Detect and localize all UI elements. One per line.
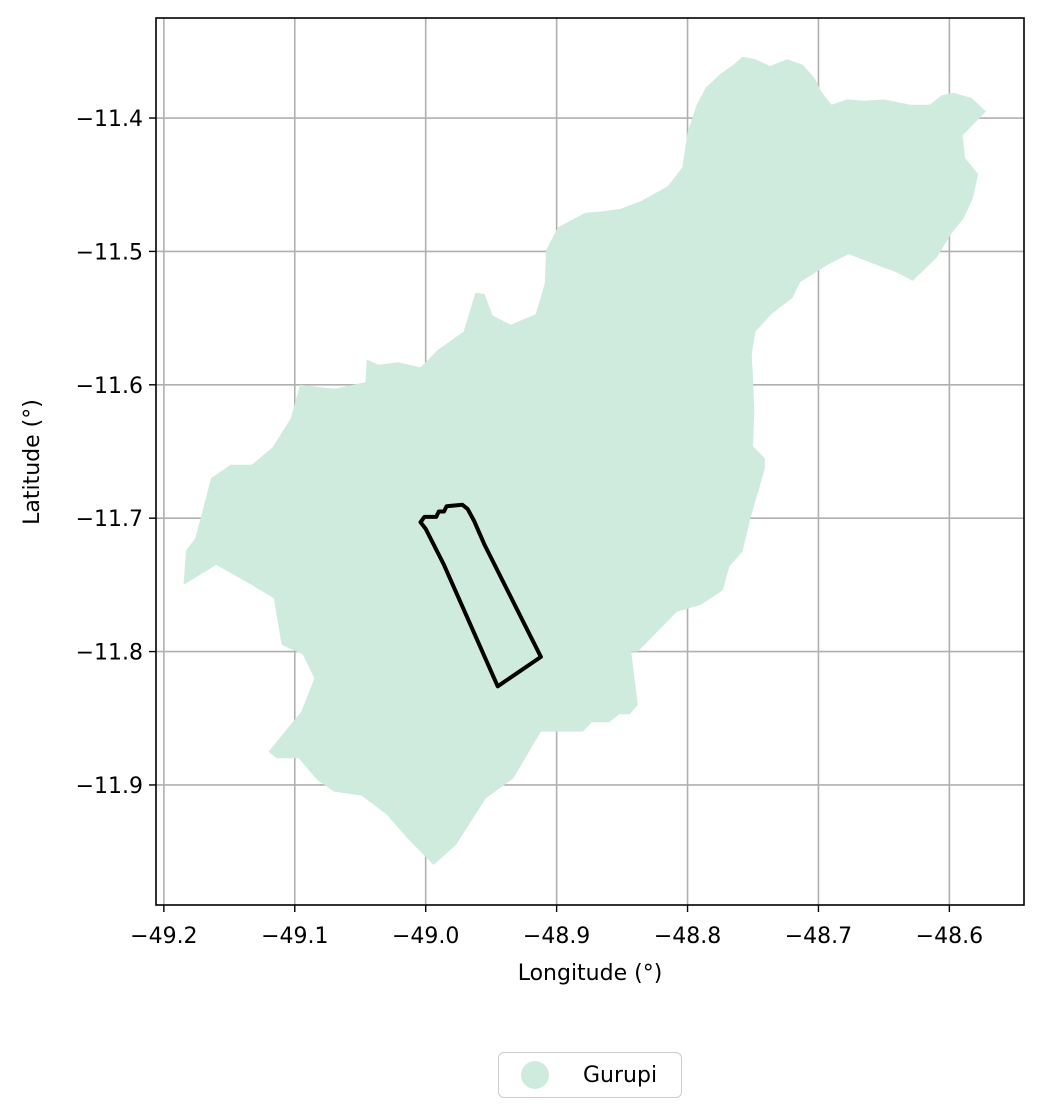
plot-frame <box>155 17 1025 906</box>
y-axis-title: Latitude (°) <box>20 399 45 525</box>
x-tick-label: −49.2 <box>130 924 197 949</box>
y-tick-label: −11.8 <box>76 641 143 666</box>
region-layer <box>183 56 986 865</box>
x-tick-label: −48.8 <box>654 924 721 949</box>
x-tick-label: −48.9 <box>523 924 590 949</box>
y-tick-label: −11.6 <box>76 374 143 399</box>
y-tick-labels: −11.4 −11.5 −11.6 −11.7 −11.8 −11.9 <box>76 107 143 799</box>
legend: Gurupi <box>498 1052 682 1098</box>
x-axis-title: Longitude (°) <box>518 961 663 986</box>
x-tick-labels: −49.2 −49.1 −49.0 −48.9 −48.8 −48.7 −48.6 <box>130 924 983 949</box>
parcel-outline <box>418 502 543 689</box>
x-tick-label: −48.7 <box>785 924 852 949</box>
y-tick-label: −11.7 <box>76 507 143 532</box>
y-tick-label: −11.9 <box>76 774 143 799</box>
region-gurupi <box>183 56 986 865</box>
x-tick-label: −49.0 <box>392 924 459 949</box>
y-tick-label: −11.4 <box>76 107 143 132</box>
tick-marks <box>149 117 951 912</box>
outline-layer <box>418 502 543 689</box>
y-tick-label: −11.5 <box>76 240 143 265</box>
x-tick-label: −48.6 <box>916 924 983 949</box>
x-tick-label: −49.1 <box>261 924 328 949</box>
legend-marker-gurupi <box>521 1061 549 1089</box>
legend-label-gurupi: Gurupi <box>583 1062 658 1088</box>
